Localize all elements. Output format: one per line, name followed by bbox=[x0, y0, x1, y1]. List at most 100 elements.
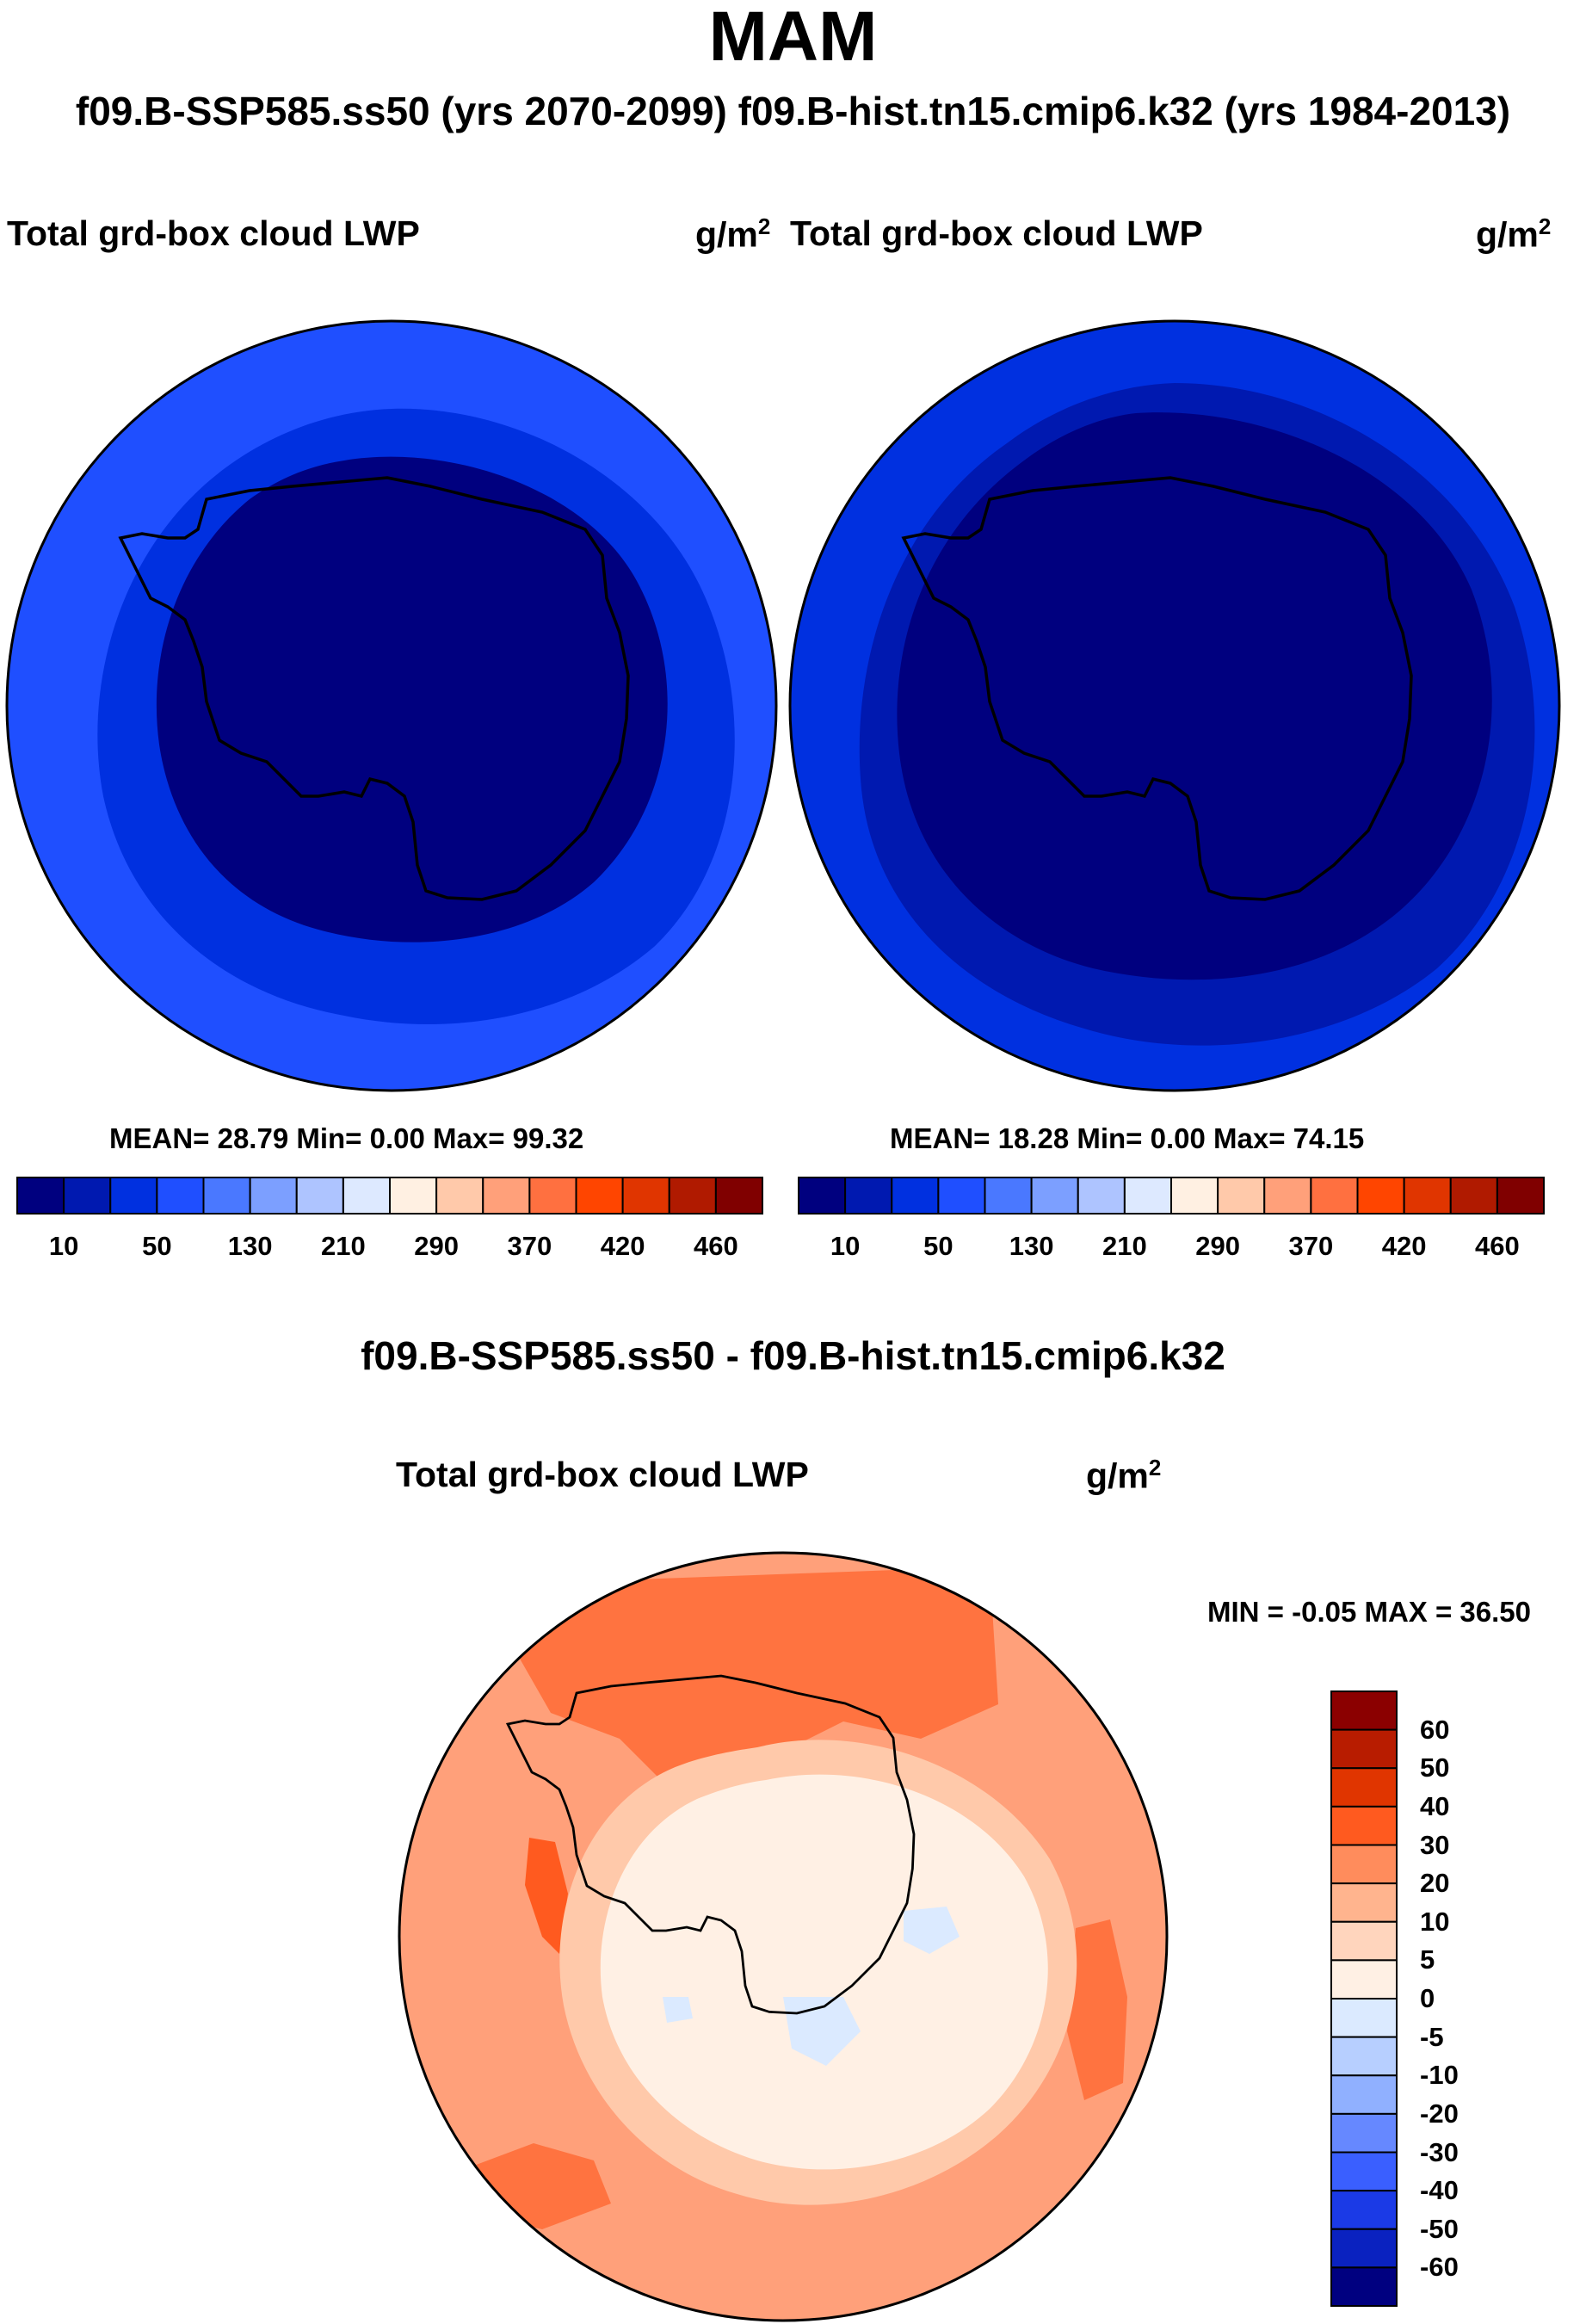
left-colorbar-cell bbox=[63, 1177, 112, 1215]
right-colorbar-cell bbox=[1496, 1177, 1545, 1215]
left-colorbar-tick: 210 bbox=[321, 1231, 366, 1261]
right-map-antarctica-coast bbox=[901, 476, 1413, 901]
left-colorbar bbox=[16, 1177, 763, 1215]
right-polar-map bbox=[788, 319, 1561, 1092]
left-colorbar-tick: 420 bbox=[600, 1231, 645, 1261]
left-colorbar-cell bbox=[342, 1177, 391, 1215]
difference-colorbar-tick: 30 bbox=[1420, 1829, 1450, 1860]
right-colorbar-cell bbox=[1217, 1177, 1266, 1215]
right-colorbar-tick: 210 bbox=[1102, 1231, 1147, 1261]
difference-colorbar-cell bbox=[1330, 2151, 1398, 2192]
left-colorbar-cell bbox=[109, 1177, 158, 1215]
left-colorbar-cell bbox=[668, 1177, 717, 1215]
difference-colorbar-tick: -30 bbox=[1420, 2136, 1459, 2167]
right-colorbar-cell bbox=[1170, 1177, 1219, 1215]
difference-colorbar-tick: -40 bbox=[1420, 2175, 1459, 2206]
left-colorbar-cell bbox=[156, 1177, 205, 1215]
right-colorbar-cell bbox=[1310, 1177, 1359, 1215]
diff-map-east-orange bbox=[1067, 1919, 1127, 2100]
left-map-inner bbox=[156, 456, 668, 943]
right-colorbar-tick: 10 bbox=[830, 1231, 861, 1261]
left-map-antarctica-coast bbox=[118, 476, 630, 901]
right-panel-variable: Total grd-box cloud LWP bbox=[790, 213, 1203, 253]
right-panel-stats: MEAN= 18.28 Min= 0.00 Max= 74.15 bbox=[890, 1122, 1365, 1154]
left-colorbar-tick: 370 bbox=[507, 1231, 552, 1261]
right-colorbar-tick: 130 bbox=[1009, 1231, 1054, 1261]
left-panel-stats: MEAN= 28.79 Min= 0.00 Max= 99.32 bbox=[109, 1122, 584, 1154]
difference-colorbar-cell bbox=[1330, 1767, 1398, 1808]
difference-colorbar-cell bbox=[1330, 1920, 1398, 1962]
left-colorbar-cell bbox=[621, 1177, 670, 1215]
left-colorbar-cell bbox=[249, 1177, 298, 1215]
right-colorbar-cell bbox=[984, 1177, 1033, 1215]
right-map-frame bbox=[788, 319, 1561, 1092]
difference-colorbar-cell bbox=[1330, 2112, 1398, 2154]
right-colorbar-cell bbox=[1263, 1177, 1312, 1215]
right-panel-units: g/m2 bbox=[1476, 213, 1552, 255]
difference-colorbar-cell bbox=[1330, 2036, 1398, 2077]
difference-colorbar-cell bbox=[1330, 2266, 1398, 2307]
diff-map-land-interior bbox=[600, 1774, 1048, 2170]
season-title: MAM bbox=[708, 0, 878, 76]
diff-map-antarctica-coast bbox=[505, 1674, 916, 2015]
difference-colorbar-tick: 5 bbox=[1420, 1944, 1435, 1975]
right-colorbar-cell bbox=[891, 1177, 940, 1215]
difference-colorbar bbox=[1330, 1690, 1398, 2307]
right-colorbar-cell bbox=[1123, 1177, 1172, 1215]
plot-subtitle: f09.B-SSP585.ss50 (yrs 2070-2099) f09.B-… bbox=[75, 89, 1511, 133]
difference-variable: Total grd-box cloud LWP bbox=[396, 1455, 809, 1494]
difference-colorbar-cell bbox=[1330, 1882, 1398, 1923]
difference-colorbar-cell bbox=[1330, 1805, 1398, 1846]
left-colorbar-tick: 10 bbox=[48, 1231, 79, 1261]
right-colorbar-cell bbox=[1356, 1177, 1405, 1215]
left-colorbar-tick: 290 bbox=[414, 1231, 459, 1261]
difference-units: g/m2 bbox=[1086, 1455, 1162, 1496]
difference-colorbar-cell bbox=[1330, 1728, 1398, 1770]
difference-minmax: MIN = -0.05 MAX = 36.50 bbox=[1207, 1596, 1532, 1628]
difference-colorbar-tick: 20 bbox=[1420, 1868, 1450, 1899]
left-colorbar-cell bbox=[575, 1177, 624, 1215]
diff-map-blue-patch-1 bbox=[783, 1997, 861, 2066]
left-colorbar-cell bbox=[295, 1177, 344, 1215]
difference-colorbar-cell bbox=[1330, 2228, 1398, 2269]
difference-colorbar-cell bbox=[1330, 1844, 1398, 1885]
right-colorbar-cell bbox=[937, 1177, 986, 1215]
left-colorbar-tick: 50 bbox=[142, 1231, 172, 1261]
difference-colorbar-tick: 40 bbox=[1420, 1790, 1450, 1821]
difference-colorbar-cell bbox=[1330, 1959, 1398, 2000]
difference-colorbar-tick: -5 bbox=[1420, 2021, 1444, 2052]
difference-colorbar-tick: 60 bbox=[1420, 1714, 1450, 1745]
right-colorbar-cell bbox=[1077, 1177, 1126, 1215]
diff-map-north-orange bbox=[516, 1567, 998, 1790]
left-colorbar-tick: 130 bbox=[227, 1231, 273, 1261]
left-colorbar-cell bbox=[202, 1177, 251, 1215]
right-colorbar-cell bbox=[1403, 1177, 1452, 1215]
difference-colorbar-cell bbox=[1330, 2190, 1398, 2230]
right-colorbar-tick: 370 bbox=[1288, 1231, 1334, 1261]
difference-colorbar-tick: -60 bbox=[1420, 2252, 1459, 2283]
difference-colorbar-cell bbox=[1330, 1690, 1398, 1731]
difference-title: f09.B-SSP585.ss50 - f09.B-hist.tn15.cmip… bbox=[361, 1333, 1225, 1378]
left-colorbar-cell bbox=[528, 1177, 577, 1215]
left-colorbar-cell bbox=[435, 1177, 484, 1215]
difference-polar-map bbox=[398, 1551, 1169, 2322]
right-colorbar-tick: 460 bbox=[1475, 1231, 1520, 1261]
right-colorbar-cell bbox=[798, 1177, 847, 1215]
diff-map-red-patch bbox=[525, 1838, 568, 1954]
diff-map-blue-patch-2 bbox=[904, 1907, 960, 1954]
right-map-inner bbox=[897, 412, 1492, 980]
difference-colorbar-cell bbox=[1330, 1998, 1398, 2038]
left-panel-variable: Total grd-box cloud LWP bbox=[7, 213, 420, 253]
difference-colorbar-tick: 10 bbox=[1420, 1906, 1450, 1937]
left-colorbar-cell bbox=[482, 1177, 531, 1215]
right-colorbar-tick: 420 bbox=[1381, 1231, 1427, 1261]
difference-colorbar-tick: -50 bbox=[1420, 2213, 1459, 2244]
right-colorbar-cell bbox=[1030, 1177, 1079, 1215]
difference-colorbar-cell bbox=[1330, 2074, 1398, 2115]
difference-colorbar-tick: -10 bbox=[1420, 2060, 1459, 2091]
left-colorbar-cell bbox=[16, 1177, 65, 1215]
left-polar-map bbox=[5, 319, 778, 1092]
right-colorbar-tick: 50 bbox=[923, 1231, 953, 1261]
right-colorbar-cell bbox=[844, 1177, 893, 1215]
difference-colorbar-tick: -20 bbox=[1420, 2098, 1459, 2129]
